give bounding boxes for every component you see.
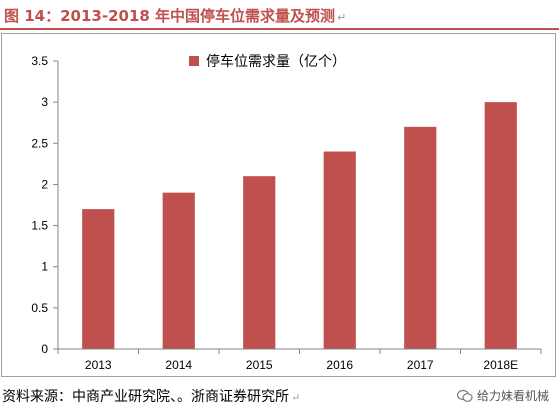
x-tick-label: 2017 — [407, 358, 434, 372]
bar-2018E — [484, 102, 517, 350]
source-note: 资料来源：中商产业研究院、。浙商证券研究所 ↵ — [2, 386, 300, 406]
figure-footer: 资料来源：中商产业研究院、。浙商证券研究所 ↵ 给力妹看机械 — [0, 380, 559, 417]
figure-header: 图 14：2013-2018 年中国停车位需求量及预测 ↵ — [0, 0, 559, 30]
wechat-icon — [456, 389, 473, 403]
bar-2016 — [323, 151, 356, 349]
y-tick-label: 1.5 — [31, 219, 48, 233]
x-tick-label: 2018E — [483, 358, 518, 372]
y-tick-label: 1 — [41, 260, 48, 274]
x-tick-label: 2015 — [246, 358, 273, 372]
x-tick-label: 2013 — [85, 358, 112, 372]
y-tick-label: 0.5 — [31, 301, 48, 315]
chart-frame — [1, 33, 556, 377]
bar-2014 — [162, 192, 195, 349]
y-tick-label: 2 — [41, 177, 48, 191]
watermark-text: 给力妹看机械 — [476, 389, 549, 403]
bars — [82, 102, 517, 350]
x-tick-label: 2016 — [326, 358, 353, 372]
title-return-mark: ↵ — [337, 11, 347, 24]
legend-swatch — [189, 56, 199, 66]
y-tick-label: 3 — [41, 95, 48, 109]
legend: 停车位需求量（亿个） — [189, 53, 346, 70]
figure-title-text: 图 14：2013-2018 年中国停车位需求量及预测 — [4, 7, 336, 25]
source-text: 资料来源：中商产业研究院、。浙商证券研究所 — [2, 389, 289, 405]
legend-label: 停车位需求量（亿个） — [206, 53, 346, 70]
y-tick-label: 0 — [41, 342, 48, 356]
bar-2017 — [404, 126, 437, 349]
watermark: 给力妹看机械 — [456, 387, 549, 404]
y-axis: 0 0.5 1 1.5 2 2.5 3 3.5 — [31, 54, 59, 356]
y-tick-label: 2.5 — [31, 136, 48, 150]
source-return-mark: ↵ — [291, 391, 301, 404]
x-tick-label: 2014 — [165, 358, 192, 372]
x-axis: 2013 2014 2015 2016 2017 2018E — [57, 348, 542, 372]
bar-chart: 00.511.522.533.5 2013 2014 2015 2016 2017 201… — [31, 53, 542, 372]
bar-2013 — [82, 209, 115, 349]
y-tick-label: 3.5 — [31, 54, 48, 68]
figure-title: 图 14：2013-2018 年中国停车位需求量及预测 ↵ — [4, 5, 346, 26]
bar-2015 — [243, 176, 276, 349]
